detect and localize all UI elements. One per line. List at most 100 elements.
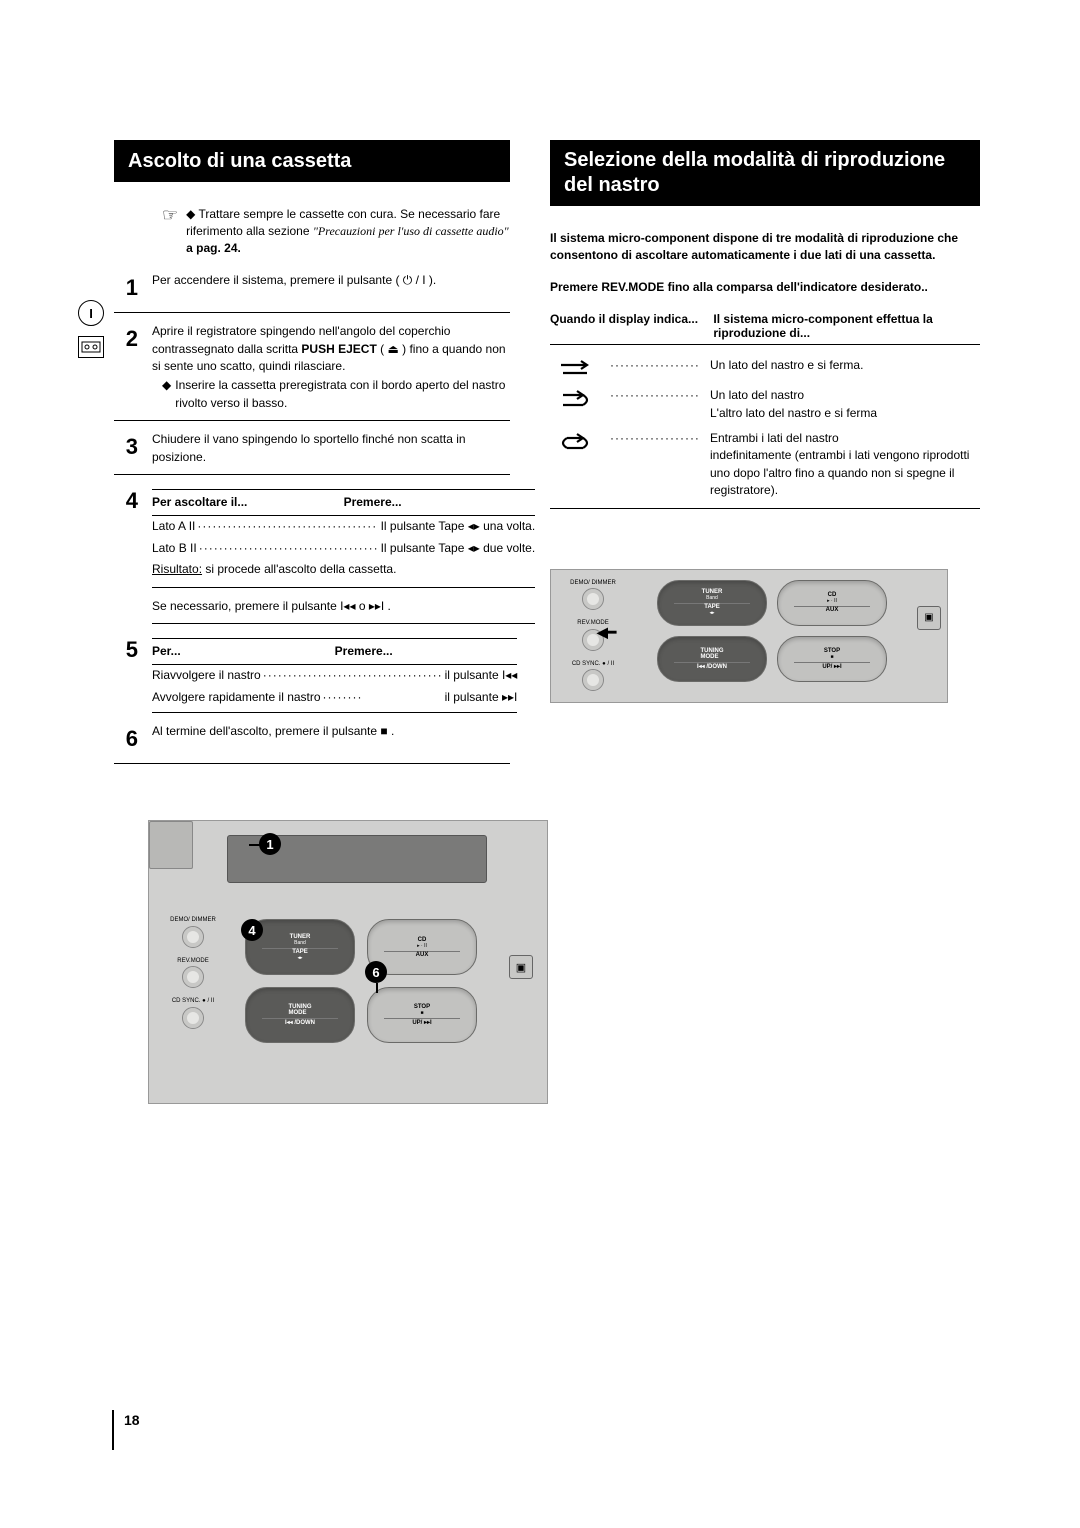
rev-arrow-icon: ◀━ xyxy=(597,624,616,641)
language-badge: I xyxy=(78,300,104,326)
cdsync-label: CD SYNC. ● / II xyxy=(165,998,221,1005)
heading-left: Ascolto di una cassetta xyxy=(114,140,510,182)
down-lbl: I◂◂ /DOWN xyxy=(285,1019,315,1026)
step3-body: Chiudere il vano spingendo lo sportello … xyxy=(152,431,510,466)
right-intro: Il sistema micro-component dispone di tr… xyxy=(550,230,980,265)
stop-sub: ■ xyxy=(420,1010,423,1016)
device-panel-small: DEMO/ DIMMER REV.MODE CD SYNC. ● / II ◀━… xyxy=(550,569,948,703)
s4-res-label: Risultato: xyxy=(152,562,202,576)
tuner-button-s: TUNER Band TAPE ◂▸ xyxy=(657,580,767,626)
dots: ···································· xyxy=(261,667,445,684)
care-note: ☞ ◆ Trattare sempre le cassette con cura… xyxy=(162,206,510,256)
mode3-a: Entrambi i lati del nastro xyxy=(710,431,839,445)
cdsync-knob-s xyxy=(582,669,604,691)
callout-6: 6 xyxy=(365,961,387,983)
dots: ···································· xyxy=(610,430,700,447)
step2-bullet-mark: ◆ xyxy=(162,377,171,412)
knob-column: DEMO/ DIMMER REV.MODE CD SYNC. ● / II xyxy=(165,917,221,1039)
note-line1: Trattare sempre le cassette con cura. Se… xyxy=(199,207,501,221)
note-line2a: riferimento alla sezione xyxy=(186,224,313,238)
tuner-sub: Band xyxy=(294,940,306,946)
cdsync-knob xyxy=(182,1007,204,1029)
s5-h2: Premere... xyxy=(335,643,518,660)
step-num-6: 6 xyxy=(114,723,138,755)
left-column: Ascolto di una cassetta ☞ ◆ Trattare sem… xyxy=(114,140,510,1104)
callout-1: 1 xyxy=(259,833,281,855)
mode1-text: Un lato del nastro e si ferma. xyxy=(710,357,980,374)
step-2: 2 Aprire il registratore spingendo nell'… xyxy=(114,323,510,421)
step-num-1: 1 xyxy=(114,272,138,304)
mode3-b: indefinitamente (entrambi i lati vengono… xyxy=(710,448,969,497)
dots: ···································· xyxy=(610,387,700,404)
heading-right: Selezione della modalità di riproduzione… xyxy=(550,140,980,206)
cassette-badge xyxy=(78,336,104,358)
step6-body: Al termine dell'ascolto, premere il puls… xyxy=(152,723,510,755)
dots: ···································· xyxy=(195,518,380,535)
side-badges: I xyxy=(78,300,104,358)
page-number: 18 xyxy=(124,1412,140,1428)
page-tick xyxy=(112,1410,114,1450)
right-column: Selezione della modalità di riproduzione… xyxy=(550,140,980,1104)
tuning-lbl-s: TUNING MODE xyxy=(701,648,724,660)
s4-r2r: Il pulsante Tape ◂▸ due volte. xyxy=(381,540,536,557)
s4-note: Se necessario, premere il pulsante I◂◂ o… xyxy=(152,588,535,624)
right-subintro: Premere REV.MODE fino alla comparsa dell… xyxy=(550,279,980,296)
stop-square-icon-s: ▣ xyxy=(917,606,941,630)
mode2-a: Un lato del nastro xyxy=(710,388,804,402)
note-pageref: a pag. 24. xyxy=(186,241,241,255)
demo-knob xyxy=(182,926,204,948)
button-grid-small: TUNER Band TAPE ◂▸ CD ▸ · II AUX TUNING … xyxy=(657,580,887,682)
tuning-lbl: TUNING MODE xyxy=(289,1004,312,1016)
s5-r1l: Riavvolgere il nastro xyxy=(152,667,261,684)
rev-knob xyxy=(182,966,204,988)
step-4: 4 Per ascoltare il... Premere... Lato A … xyxy=(114,485,510,624)
mode-row-2: ···································· Un … xyxy=(550,383,980,426)
step1-body: Per accendere il sistema, premere il pul… xyxy=(152,272,510,304)
demo-label: DEMO/ DIMMER xyxy=(165,917,221,924)
cassette-icon xyxy=(81,341,101,353)
tuning-button: TUNING MODE I◂◂ /DOWN xyxy=(245,987,355,1043)
s5-r2l: Avvolgere rapidamente il nastro xyxy=(152,689,321,706)
tuning-button-s: TUNING MODE I◂◂ /DOWN xyxy=(657,636,767,682)
mode-icon-loop xyxy=(550,430,600,456)
aux-lbl-s: AUX xyxy=(826,607,839,613)
callout-4: 4 xyxy=(241,919,263,941)
step-num-3: 3 xyxy=(114,431,138,466)
cdsync-label-s: CD SYNC. ● / II xyxy=(565,661,621,668)
aux-lbl: AUX xyxy=(416,952,429,958)
dots: ···································· xyxy=(610,357,700,374)
mode-h2: Il sistema micro-component effettua la r… xyxy=(713,312,980,340)
note-arrow-icon: ☞ xyxy=(162,206,178,256)
down-lbl-s: I◂◂ /DOWN xyxy=(697,663,727,670)
tape-sub-s: ◂▸ xyxy=(709,610,714,616)
button-grid: TUNER Band TAPE ◂▸ CD ▸ · II AUX TUNING … xyxy=(245,919,477,1043)
s4-r2l: Lato B II xyxy=(152,540,197,557)
step2-a: Aprire il registratore spingendo nell'an… xyxy=(152,324,450,338)
right-block xyxy=(149,821,193,869)
step-num-4: 4 xyxy=(114,485,138,624)
mode-h1: Quando il display indica... xyxy=(550,312,713,340)
dots: ········ xyxy=(321,689,445,706)
step-num-2: 2 xyxy=(114,323,138,412)
cd-sub-s: ▸ · II xyxy=(827,598,837,604)
tuner-sub-s: Band xyxy=(706,595,718,601)
step-3: 3 Chiudere il vano spingendo lo sportell… xyxy=(114,431,510,475)
mode-row-3: ···································· Ent… xyxy=(550,426,980,509)
up-lbl: UP/ ▸▸I xyxy=(412,1019,431,1026)
s5-r1r: il pulsante I◂◂ xyxy=(445,667,518,684)
stop-button: STOP ■ UP/ ▸▸I xyxy=(367,987,477,1043)
dots: ···································· xyxy=(197,540,381,557)
step-5: 5 Per... Premere... Riavvolgere il nastr… xyxy=(114,634,510,713)
note-quote: "Precauzioni per l'uso di cassette audio… xyxy=(313,224,509,238)
note-bullet: ◆ xyxy=(186,207,195,221)
callout-6-line xyxy=(376,983,378,993)
step2-bullet: Inserire la cassetta preregistrata con i… xyxy=(175,377,510,412)
s4-res: si procede all'ascolto della cassetta. xyxy=(202,562,396,576)
step2-b: contrassegnato dalla scritta xyxy=(152,342,301,356)
step-num-5: 5 xyxy=(114,634,138,713)
up-lbl-s: UP/ ▸▸I xyxy=(822,663,841,670)
callout-1-line xyxy=(249,844,261,846)
cd-sub: ▸ · II xyxy=(417,943,427,949)
mode-row-1: ···································· Un … xyxy=(550,353,980,383)
s4-h1: Per ascoltare il... xyxy=(152,494,344,511)
